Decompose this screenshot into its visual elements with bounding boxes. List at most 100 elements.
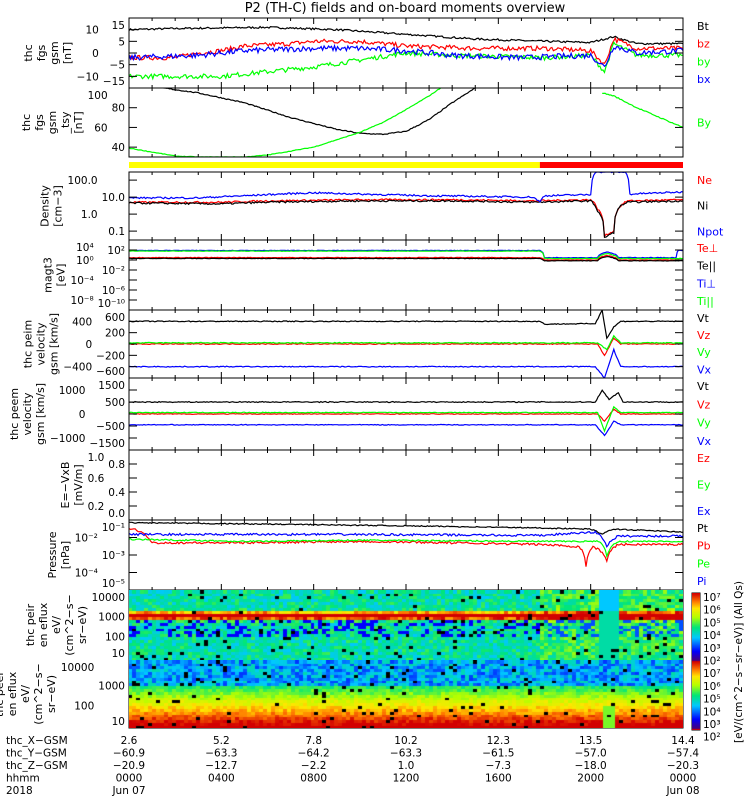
y-axis-label-line: fgs	[35, 44, 48, 61]
ion-energy-spectrogram	[129, 590, 683, 660]
legend-pe: Pe	[697, 557, 710, 570]
y-axis-label-line: [km/s]	[34, 383, 47, 422]
y-axis-label-line: sr−eV)	[45, 675, 58, 713]
legend-ti: Ti||	[696, 295, 714, 308]
y-axis-label-row: gsm	[48, 41, 61, 64]
y-axis-label-line: [nT]	[61, 42, 74, 64]
y-tick-label: 1.0	[81, 209, 98, 221]
y-tick-label: 0	[85, 339, 92, 351]
y-axis-label-line: sr−eV)	[76, 606, 89, 644]
y-tick-label: 10⁰	[76, 255, 94, 267]
y-axis-label-row: [cm−3]	[52, 185, 65, 227]
series-line-ti	[129, 249, 683, 259]
colorbar-tick-label: 10³	[703, 719, 721, 731]
plot-title: P2 (TH-C) fields and on-board moments ov…	[244, 1, 566, 16]
x-axis-tick-label: 12.3	[487, 735, 510, 747]
x-axis-tick-label: −61.5	[482, 748, 514, 760]
y-axis-label-line: en	[37, 633, 50, 647]
panel-frame	[128, 171, 684, 241]
x-axis-tick-label: −12.7	[205, 760, 237, 772]
y-tick-label: 10⁻¹⁰	[98, 298, 125, 310]
y-axis-label-row: thc peir	[24, 603, 37, 646]
x-axis-tick-label: −2.2	[301, 760, 327, 772]
colorbar-tick-label: 10²	[703, 732, 721, 744]
x-axis-row-label: 2018	[6, 785, 33, 797]
y-axis-label-row: magt3	[42, 257, 55, 293]
series-line-by	[129, 88, 442, 157]
y-tick-label: 0.6	[88, 473, 105, 485]
y-axis-label-row: eV/	[50, 616, 63, 634]
y-tick-label: 600	[105, 312, 125, 324]
y-axis-label-row: thc peem	[8, 388, 21, 440]
legend-vt: Vt	[697, 380, 710, 393]
series-line-by	[129, 41, 683, 81]
y-axis-label-line: velocity	[21, 392, 34, 435]
y-axis-label-line: fgs	[33, 114, 46, 131]
y-tick-label: 10000	[92, 592, 125, 604]
y-axis-label-row: Pressure	[46, 531, 59, 578]
y-tick-label: 5	[118, 36, 125, 48]
series-line-vt	[129, 389, 683, 404]
y-axis-label-row: thc peer	[0, 671, 6, 717]
y-axis-label-line: _tsy	[59, 111, 72, 135]
legend-te: Te||	[696, 260, 716, 273]
x-axis-tick-label: −60.9	[113, 748, 145, 760]
colorbar-tick-label: 10³	[703, 643, 721, 655]
legend-vx: Vx	[697, 435, 712, 448]
x-axis-tick-label: 5.2	[213, 735, 230, 747]
series-line-vx	[129, 420, 683, 437]
y-tick-label: 0	[92, 48, 99, 60]
y-tick-label: 80	[112, 103, 125, 115]
y-axis-label-line: peir	[24, 603, 37, 628]
y-tick-label: 1.0	[88, 452, 105, 464]
x-axis-tick-label: −57.4	[667, 748, 699, 760]
panel-frame	[128, 519, 684, 591]
y-axis-label: thcfgsgsm_tsy[nT]	[20, 111, 85, 135]
x-axis-tick-label: −63.3	[390, 748, 422, 760]
y-axis-label-line: thc	[20, 114, 33, 131]
y-axis-label-row: [nT]	[61, 42, 74, 64]
y-axis-label-line: [mV/m]	[72, 464, 85, 505]
series-line-vz	[129, 337, 683, 357]
legend-vt: Vt	[697, 312, 710, 325]
colorbar-tick-label: 10⁷	[703, 668, 721, 680]
y-axis-label-row: (cm^2−s−	[32, 663, 45, 724]
y-tick-label: −10	[77, 71, 99, 83]
legend-ez: Ez	[697, 452, 710, 465]
x-axis-tick-label: −57.0	[575, 748, 607, 760]
y-axis-label-line: thc	[24, 629, 37, 646]
y-axis-label: thc peiren efluxeV/(cm^2−s−sr−eV)	[24, 594, 89, 655]
series-line-bx	[129, 43, 683, 68]
panel-6: Vt Vz Vy Vx −1500 −500 500 1500 −1000 0 1000 thc pe…	[8, 377, 712, 451]
x-axis-tick-label: −64.2	[298, 748, 330, 760]
y-tick-label: 10⁻²	[102, 265, 125, 277]
series-line-bt	[129, 25, 683, 46]
series-line-trace	[163, 88, 476, 136]
x-axis-tick-label: 2.6	[121, 735, 138, 747]
y-tick-label: 10²	[107, 245, 125, 257]
data-status-bar-segment	[539, 162, 683, 168]
series-line-vx	[129, 347, 683, 378]
y-tick-label: −1500	[89, 438, 125, 450]
legend-pb: Pb	[697, 540, 711, 553]
y-axis-label: thc peeren efluxeV/(cm^2−s−sr−eV)	[0, 663, 58, 724]
y-axis-label: thc peimvelocitygsm [km/s]	[22, 313, 61, 375]
y-tick-label: 15	[112, 20, 125, 32]
y-tick-label: 200	[105, 328, 125, 340]
x-axis-tick-label: 0800	[300, 773, 327, 785]
y-axis-label-line: (cm^2−s−	[63, 594, 76, 655]
y-axis-label-line: peem	[8, 388, 21, 423]
y-tick-label: 10⁻⁶	[102, 285, 125, 297]
y-tick-label: 1000	[98, 681, 125, 693]
y-axis-label-line: thc	[8, 423, 21, 440]
y-axis-label-row: gsm	[46, 111, 59, 134]
y-tick-label: 0.0	[108, 508, 125, 520]
y-tick-label: 10⁴	[76, 242, 94, 254]
y-tick-label: 1500	[98, 380, 125, 392]
colorbar-tick-label: 10²	[703, 656, 721, 668]
panel-8: PtPbPePi10⁻⁵10⁻³10⁻¹10⁻⁴10⁻²Pressure[nPa…	[46, 519, 711, 591]
y-axis-label-row: thc	[20, 114, 33, 131]
y-tick-label: −600	[96, 366, 125, 378]
